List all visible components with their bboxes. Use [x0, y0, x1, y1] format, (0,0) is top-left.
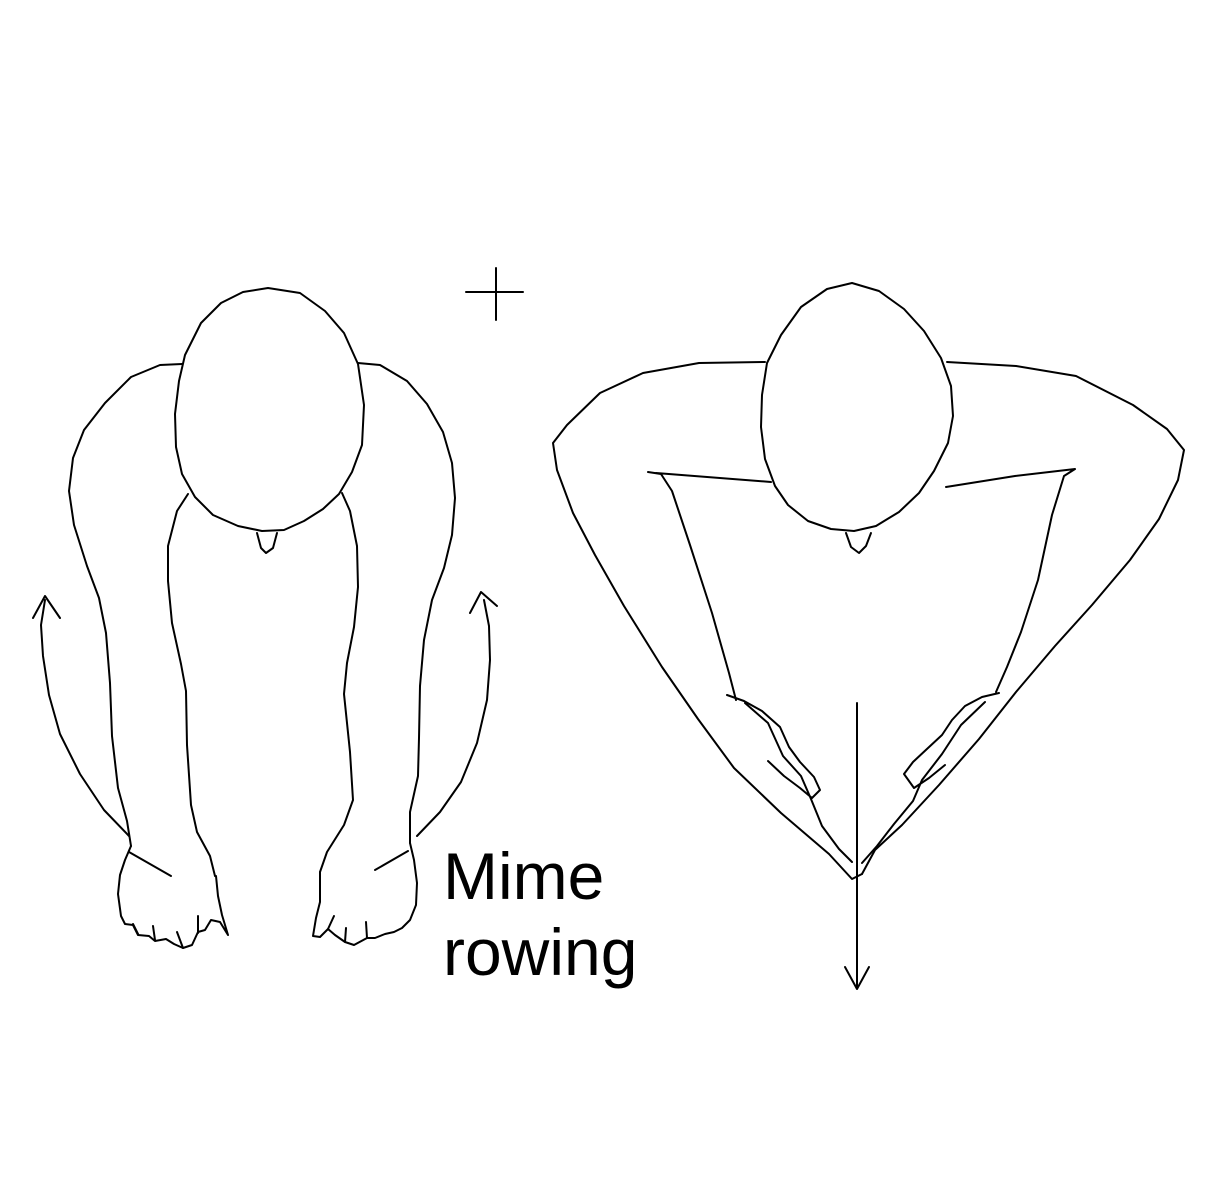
plus-sign-icon	[465, 267, 524, 321]
left-figure-head	[174, 287, 365, 532]
right-figure-nose	[845, 532, 872, 554]
left-figure	[32, 287, 498, 949]
right-figure	[552, 282, 1185, 990]
right-figure-right-arm	[861, 361, 1185, 875]
left-figure-nose	[256, 532, 278, 554]
right-figure-left-hand	[726, 694, 853, 863]
caption-line-1: Mime	[443, 839, 605, 913]
left-figure-left-fist	[117, 845, 229, 949]
right-curved-arrow-up-icon	[416, 591, 498, 837]
right-figure-left-arm	[552, 361, 863, 880]
left-figure-right-arm	[357, 362, 456, 844]
down-arrow-icon	[844, 702, 870, 990]
right-figure-head	[760, 282, 954, 532]
right-figure-right-hand	[861, 692, 1000, 864]
left-curved-arrow-up-icon	[32, 595, 130, 837]
caption-line-2: rowing	[443, 915, 638, 989]
caption: Mime rowing	[443, 838, 637, 990]
left-figure-left-arm	[68, 363, 183, 847]
